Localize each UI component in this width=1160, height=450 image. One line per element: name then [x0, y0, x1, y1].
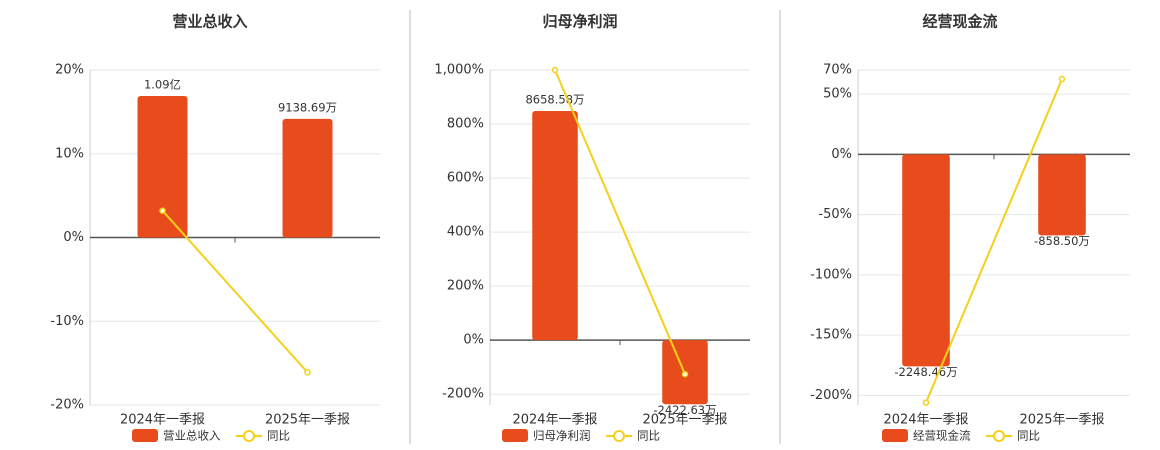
y-tick-label: 70%	[823, 63, 852, 78]
line-point	[1058, 75, 1066, 83]
value-label: 1.09亿	[144, 77, 181, 91]
line-point	[922, 399, 930, 406]
x-tick-label: 2025年一季报	[265, 413, 350, 428]
value-label: -2422.63万	[653, 403, 716, 417]
x-tick-label: 2024年一季报	[883, 413, 968, 428]
x-tick-label: 2024年一季报	[512, 413, 597, 428]
y-tick-label: 400%	[447, 225, 484, 240]
y-tick-label: 0%	[63, 230, 84, 245]
x-tick-label: 2025年一季报	[1019, 413, 1104, 428]
legend-swatch	[882, 429, 908, 442]
line-point	[159, 207, 166, 214]
legend-label: 同比	[267, 429, 290, 443]
legend-swatch	[132, 429, 158, 442]
bar	[282, 118, 333, 238]
y-tick-label: 600%	[447, 171, 484, 186]
legend-label: 归母净利润	[533, 429, 591, 443]
legend-swatch	[613, 430, 625, 442]
y-tick-label: -150%	[810, 328, 852, 343]
legend-swatch	[502, 429, 528, 442]
y-tick-label: -20%	[50, 398, 84, 413]
value-label: -858.50万	[1034, 234, 1090, 248]
line	[161, 210, 309, 374]
legend-label: 同比	[1017, 429, 1040, 443]
legend-swatch	[243, 430, 255, 442]
bar	[1038, 154, 1086, 236]
y-tick-label: 50%	[823, 87, 852, 102]
y-tick-label: -200%	[810, 388, 852, 403]
y-tick-label: -100%	[810, 267, 852, 282]
chart-title: 营业总收入	[172, 13, 247, 31]
y-tick-label: -50%	[818, 207, 852, 222]
bar	[137, 95, 188, 238]
value-label: 8658.58万	[525, 93, 584, 107]
line-point	[304, 369, 311, 376]
y-tick-label: 1,000%	[434, 63, 484, 78]
y-tick-label: 0%	[463, 333, 484, 348]
legend-label: 同比	[637, 429, 660, 443]
chart-title: 归母净利润	[542, 13, 617, 31]
y-tick-label: 10%	[55, 146, 84, 161]
line	[554, 69, 686, 375]
chart-title: 经营现金流	[922, 13, 997, 31]
bar	[532, 111, 578, 341]
legend-swatch	[993, 430, 1005, 442]
y-tick-label: 200%	[447, 279, 484, 294]
y-tick-label: 20%	[55, 63, 84, 78]
value-label: -2248.46万	[894, 365, 957, 379]
value-label: 9138.69万	[278, 100, 337, 114]
y-tick-label: 800%	[447, 117, 484, 132]
line-point	[681, 370, 689, 378]
y-tick-label: 0%	[831, 147, 852, 162]
legend-label: 经营现金流	[913, 429, 971, 443]
x-tick-label: 2024年一季报	[120, 413, 205, 428]
legend-label: 营业总收入	[163, 429, 221, 443]
bar	[902, 154, 950, 367]
line-point	[551, 66, 559, 74]
x-tick-label: 2025年一季报	[642, 413, 727, 428]
line	[925, 78, 1063, 403]
y-tick-label: -10%	[50, 314, 84, 329]
y-tick-label: -200%	[442, 387, 484, 402]
